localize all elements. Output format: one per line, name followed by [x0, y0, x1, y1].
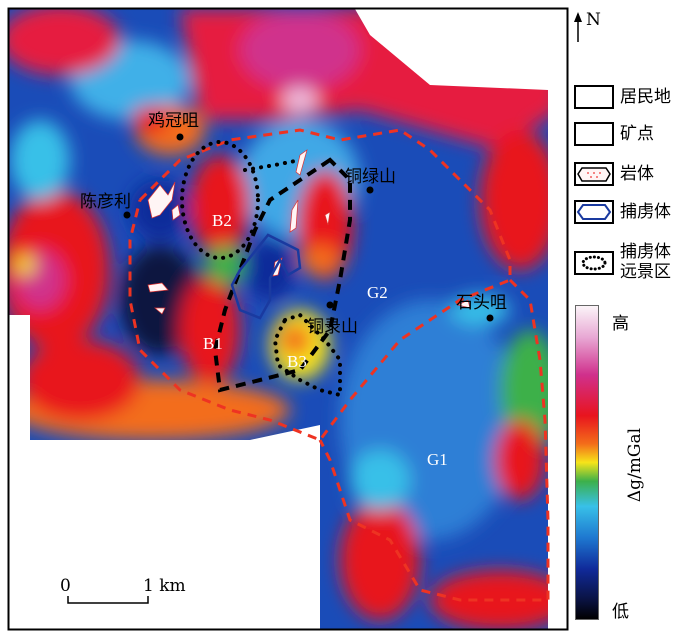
zone-b2: B2	[212, 211, 232, 230]
scale-start: 0	[60, 576, 71, 596]
prospect-legend-icon	[581, 255, 607, 271]
fault-dashed	[212, 157, 352, 393]
ore-point-legend-box	[574, 122, 614, 146]
zone-b1: B1	[203, 334, 223, 353]
zone-boundary-red-right	[318, 278, 550, 602]
colorbar-unit: Δg/mGal	[625, 427, 645, 503]
settlement-legend-box	[574, 85, 614, 109]
legend-prospect-line2: 远景区	[620, 262, 671, 282]
xenolith-legend-box	[574, 200, 614, 224]
legend-xenolith: 捕虏体	[620, 202, 671, 222]
legend-rock-body: 岩体	[620, 164, 654, 184]
place-tonglushan: 铜录山	[307, 317, 358, 337]
map-frame	[7, 7, 569, 631]
colorbar-low: 低	[612, 602, 629, 622]
legend-ore-point: 矿点	[620, 124, 654, 144]
prospect-b3	[272, 312, 342, 398]
colorbar-high: 高	[612, 314, 629, 334]
place-jiguanju: 鸡冠咀	[148, 111, 199, 131]
north-label: N	[586, 10, 601, 30]
legend-settlement: 居民地	[620, 87, 671, 107]
xenolith-legend-icon	[576, 204, 612, 220]
place-chenyanli: 陈彦利	[80, 192, 131, 212]
xenolith-outline	[230, 233, 302, 320]
colorbar	[575, 305, 599, 620]
zone-g2: G2	[367, 283, 388, 302]
zone-boundary-red	[128, 128, 512, 442]
anomaly-field	[9, 9, 567, 629]
prospect-b2	[180, 140, 260, 260]
place-tonglvshan: 铜绿山	[345, 167, 396, 187]
rock-body-legend-icon	[577, 167, 611, 182]
place-shitouju: 石头咀	[456, 293, 507, 313]
zone-b3: B3	[287, 352, 307, 371]
settlement-markers	[123, 133, 494, 322]
prospect-legend-box	[574, 251, 614, 275]
zone-g1: G1	[427, 450, 448, 469]
scale-bar	[67, 596, 149, 604]
rock-body-legend-box	[574, 162, 614, 186]
legend-prospect-line1: 捕虏体	[620, 242, 671, 262]
prospect-north	[243, 158, 302, 172]
scale-end: 1 km	[143, 576, 186, 596]
